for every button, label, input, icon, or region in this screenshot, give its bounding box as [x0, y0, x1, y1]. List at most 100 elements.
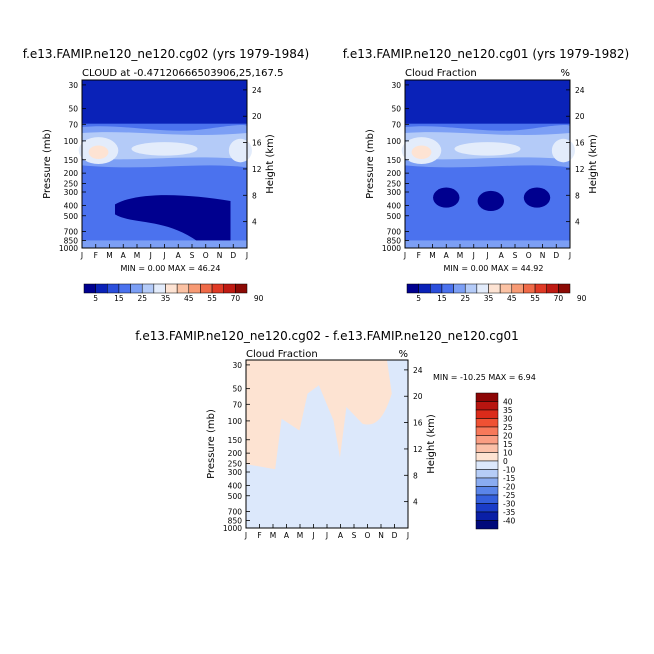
colorbar-label: -25 [503, 491, 515, 500]
y2-tick-label: 20 [252, 112, 262, 121]
y-tick-label: 100 [228, 417, 243, 426]
field-core [454, 142, 521, 156]
x-tick-label: F [94, 251, 98, 260]
colorbar-label: 15 [503, 440, 513, 449]
x-tick-label: A [444, 251, 450, 260]
colorbar-swatch [475, 511, 499, 521]
y-tick-label: 300 [228, 468, 243, 477]
y2-tick-label: 8 [413, 471, 418, 480]
field-core [411, 145, 432, 159]
colorbar-swatch [558, 283, 571, 294]
colorbar-swatch [95, 283, 108, 294]
colorbar-label: 45 [184, 294, 194, 303]
colorbar-swatch [200, 283, 213, 294]
colorbar-label: 10 [503, 449, 513, 458]
colorbar-swatch [235, 283, 248, 294]
colorbar-label: 35 [484, 294, 494, 303]
colorbar-swatch [211, 283, 224, 294]
y2-tick-label: 16 [413, 419, 423, 428]
y2-tick-label: 8 [575, 191, 580, 200]
y-axis-title: Pressure (mb) [365, 129, 376, 199]
y2-tick-label: 12 [413, 445, 423, 454]
colorbar-swatch [223, 283, 236, 294]
x-tick-label: J [485, 251, 488, 260]
chart-panel-3: f.e13.FAMIP.ne120_ne120.cg02 - f.e13.FAM… [135, 329, 536, 540]
colorbar-swatch [83, 283, 96, 294]
y2-axis-title: Height (km) [588, 134, 599, 194]
colorbar-swatch [141, 283, 155, 294]
colorbar-swatch [188, 283, 201, 294]
y-tick-label: 50 [232, 385, 242, 394]
colorbar-label: -30 [503, 500, 515, 509]
y-tick-label: 500 [387, 212, 402, 221]
colorbar-label: 35 [503, 406, 513, 415]
heatmap-field [246, 360, 408, 528]
y-tick-label: 150 [387, 156, 402, 165]
x-tick-label: J [149, 251, 152, 260]
y-tick-label: 300 [387, 188, 402, 197]
x-tick-label: D [392, 531, 398, 540]
colorbar-swatch [441, 283, 454, 294]
colorbar-label: 25 [137, 294, 147, 303]
colorbar-swatch [499, 283, 513, 294]
colorbar-swatch [476, 283, 489, 294]
y2-tick-label: 24 [252, 86, 262, 95]
y-tick-label: 1000 [382, 244, 401, 253]
colorbar-label: -15 [503, 474, 515, 483]
x-tick-label: M [429, 251, 435, 260]
colorbar-swatch [546, 283, 559, 294]
x-tick-label: F [417, 251, 421, 260]
y-tick-label: 100 [64, 137, 79, 146]
y2-tick-label: 4 [252, 218, 257, 227]
colorbar-label: 30 [503, 415, 513, 424]
colorbar: 5 15 25 35 45 55 70 90 [83, 283, 264, 303]
x-tick-label: S [352, 531, 357, 540]
colorbar-label: 25 [460, 294, 470, 303]
y-tick-label: 100 [387, 137, 402, 146]
y2-tick-label: 12 [252, 165, 262, 174]
colorbar-swatch [523, 283, 536, 294]
y-tick-label: 850 [228, 516, 243, 525]
colorbar-swatch [153, 283, 166, 294]
field-core [88, 145, 109, 159]
x-tick-label: M [457, 251, 463, 260]
colorbar-swatch [475, 477, 499, 487]
x-tick-label: A [499, 251, 505, 260]
colorbar-swatch [118, 283, 131, 294]
colorbar-swatch [475, 486, 499, 496]
y-tick-label: 50 [391, 105, 401, 114]
x-tick-label: O [203, 251, 209, 260]
colorbar-swatch [475, 401, 499, 411]
y-tick-label: 400 [228, 481, 243, 490]
colorbar-swatch [130, 283, 143, 294]
y-tick-label: 250 [64, 180, 79, 189]
y2-tick-label: 12 [575, 165, 585, 174]
y-tick-label: 300 [64, 188, 79, 197]
y-tick-label: 400 [387, 201, 402, 210]
y-tick-label: 500 [228, 492, 243, 501]
y-tick-label: 700 [64, 227, 79, 236]
y-axis-title: Pressure (mb) [206, 409, 217, 479]
colorbar-label: 70 [554, 294, 564, 303]
x-tick-label: D [230, 251, 236, 260]
chart-panel-1: f.e13.FAMIP.ne120_ne120.cg02 (yrs 1979-1… [23, 47, 310, 303]
min-max-readout: MIN = 0.00 MAX = 44.92 [444, 264, 544, 273]
y-tick-label: 1000 [223, 524, 242, 533]
chart-units: % [398, 349, 408, 360]
y2-tick-label: 24 [575, 86, 585, 95]
colorbar-label: -35 [503, 508, 515, 517]
colorbar-label: 15 [114, 294, 124, 303]
x-tick-label: M [106, 251, 112, 260]
y-tick-label: 150 [64, 156, 79, 165]
colorbar-label: 20 [503, 432, 513, 441]
colorbar-label: -20 [503, 483, 515, 492]
y2-tick-label: 24 [413, 366, 423, 375]
colorbar-label: 25 [503, 423, 513, 432]
y-tick-label: 700 [387, 227, 402, 236]
y-tick-label: 250 [228, 460, 243, 469]
chart-subtitle: Cloud Fraction [405, 68, 477, 79]
y2-tick-label: 20 [413, 392, 423, 401]
colorbar-swatch [511, 283, 524, 294]
y-tick-label: 200 [64, 169, 79, 178]
colorbar-label: 40 [503, 398, 513, 407]
